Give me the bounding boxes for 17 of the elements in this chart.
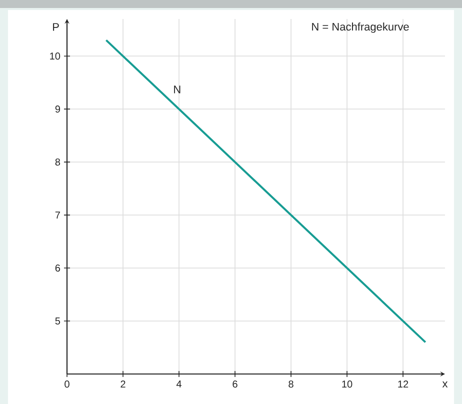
- x-tick-label: 4: [176, 380, 182, 388]
- y-tick-label: 5: [55, 318, 60, 324]
- x-tick-label: 0: [64, 380, 70, 388]
- x-tick-label: 2: [120, 380, 126, 388]
- series-label: N: [174, 86, 180, 94]
- y-tick-label: 8: [55, 158, 60, 166]
- x-tick-label: 6: [232, 380, 238, 388]
- y-tick-label: 6: [55, 264, 60, 272]
- x-tick-label: 8: [288, 380, 294, 388]
- y-axis-title: P: [53, 23, 59, 31]
- x-tick-label: 12: [398, 380, 408, 388]
- y-tick-label: 9: [55, 106, 60, 113]
- x-tick-label: 10: [342, 380, 352, 388]
- y-tick-label: 7: [55, 212, 60, 218]
- y-tick-label: 10: [50, 52, 60, 60]
- x-axis-title: x: [442, 382, 448, 388]
- annotation: N = Nachfragekurve: [312, 22, 409, 33]
